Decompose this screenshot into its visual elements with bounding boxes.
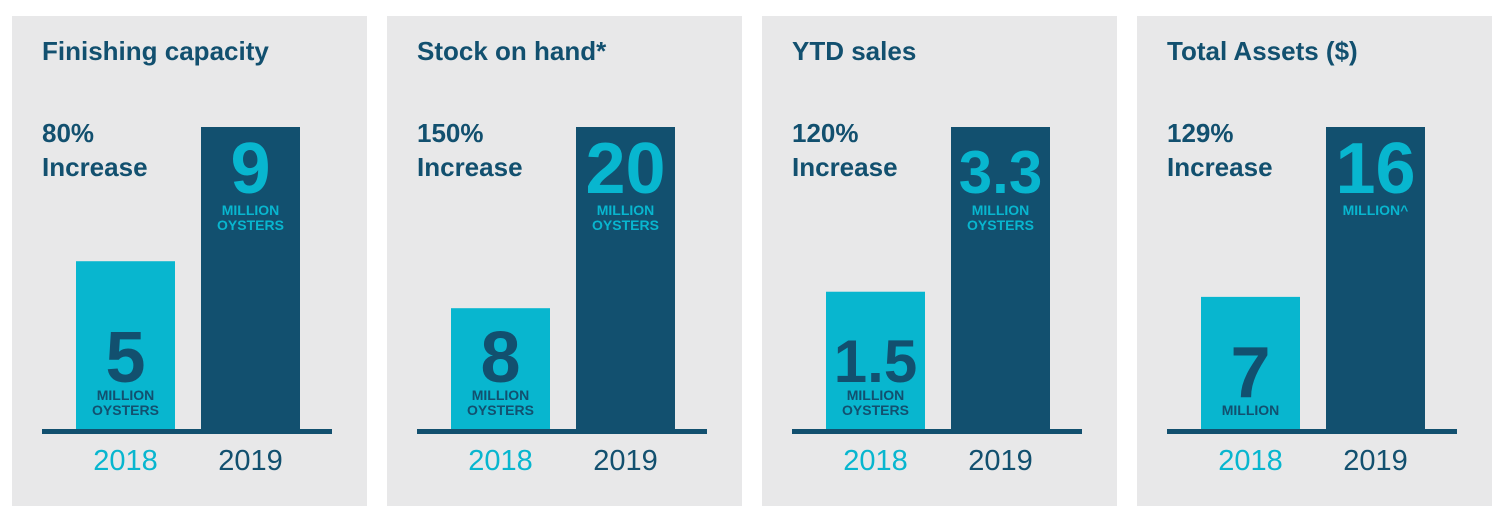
panel-title: Total Assets ($) <box>1167 36 1358 66</box>
bar-2019 <box>1326 127 1425 429</box>
panel-title: YTD sales <box>792 36 917 66</box>
increase-label: Increase <box>792 152 898 182</box>
increase-label: Increase <box>417 152 523 182</box>
bar-value-label: 5 <box>105 318 145 398</box>
bar-2018 <box>1201 296 1300 429</box>
x-tick-label: 2019 <box>968 445 1033 477</box>
bar-unit-label: MILLION <box>597 202 655 218</box>
bar-chart: 1.5MILLIONOYSTERS20183.3MILLIONOYSTERS20… <box>792 127 1082 477</box>
bar-2019 <box>201 127 300 429</box>
bar-unit-label: MILLION <box>972 202 1030 218</box>
bar-unit-label: MILLION <box>847 387 905 403</box>
x-tick-label: 2019 <box>218 445 283 477</box>
bar-2018 <box>826 291 925 429</box>
increase-percent: 129% <box>1167 118 1234 148</box>
panel-title: Stock on hand* <box>417 36 607 66</box>
x-tick-label: 2018 <box>1218 445 1283 477</box>
panel-total-assets: Total Assets ($) 129% Increase 7 MILLION 2… <box>1137 16 1492 506</box>
increase-percent: 120% <box>792 118 859 148</box>
bar-unit-label: OYSTERS <box>467 402 534 418</box>
bar-unit-label: MILLION <box>1222 402 1280 418</box>
increase-percent: 80% <box>42 118 95 148</box>
bar-value-label: 7 <box>1230 333 1270 413</box>
bar-unit-label: MILLION <box>97 387 155 403</box>
bar-value-label: 1.5 <box>834 328 917 395</box>
x-tick-label: 2018 <box>468 445 533 477</box>
increase-label: Increase <box>42 152 148 182</box>
bar-unit-label: OYSTERS <box>592 217 659 233</box>
bar-2018 <box>76 261 175 429</box>
bar-unit-label: MILLION^ <box>1343 202 1409 218</box>
bar-unit-label: MILLION <box>472 387 530 403</box>
x-axis-baseline <box>42 429 332 434</box>
panel-stock-on-hand: Stock on hand* 150% Increase 8 MILLION OYS… <box>387 16 742 506</box>
panel-title: Finishing capacity <box>42 36 269 66</box>
panel-ytd-sales: YTD sales 120% Increase 1.5 MILLION OYSTER… <box>762 16 1117 506</box>
x-tick-label: 2019 <box>1343 445 1408 477</box>
x-tick-label: 2018 <box>93 445 158 477</box>
x-axis-baseline <box>417 429 707 434</box>
x-axis-baseline <box>792 429 1082 434</box>
bar-value-label: 9 <box>230 129 270 209</box>
bar-unit-label: OYSTERS <box>92 402 159 418</box>
bar-unit-label: OYSTERS <box>842 402 909 418</box>
bar-value-label: 20 <box>585 129 665 209</box>
bar-unit-label: OYSTERS <box>217 217 284 233</box>
x-tick-label: 2018 <box>843 445 908 477</box>
panel-finishing-capacity: Finishing capacity 80% Increase 5 MILLION… <box>12 16 367 506</box>
bar-value-label: 8 <box>480 318 520 398</box>
bar-2019 <box>576 127 675 429</box>
x-tick-label: 2019 <box>593 445 658 477</box>
increase-percent: 150% <box>417 118 484 148</box>
bar-value-label: 16 <box>1335 129 1415 209</box>
bar-2018 <box>451 308 550 429</box>
bar-value-label: 3.3 <box>959 139 1042 206</box>
x-axis-baseline <box>1167 429 1457 434</box>
bar-unit-label: MILLION <box>222 202 280 218</box>
bar-2019 <box>951 127 1050 429</box>
increase-label: Increase <box>1167 152 1273 182</box>
bar-unit-label: OYSTERS <box>967 217 1034 233</box>
